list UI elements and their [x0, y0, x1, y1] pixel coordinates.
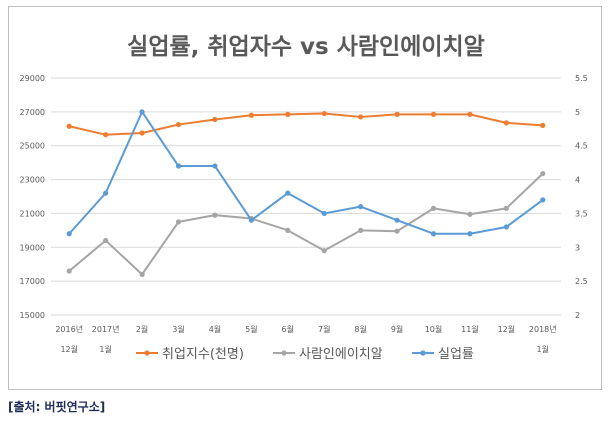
data-point — [503, 205, 509, 211]
data-point — [248, 112, 254, 118]
data-point — [430, 205, 437, 211]
data-point — [540, 171, 546, 177]
x-axis-tick-label: 10월 — [425, 324, 443, 334]
left-axis-tick-label: 15000 — [20, 311, 45, 320]
x-axis-tick-label: 9월 — [391, 324, 403, 334]
data-point — [358, 227, 364, 233]
data-point — [467, 111, 473, 117]
left-axis-tick-label: 21000 — [20, 209, 45, 218]
data-point — [212, 212, 218, 218]
right-axis-tick-label: 4 — [575, 176, 580, 185]
data-point — [358, 204, 364, 210]
data-point — [321, 210, 327, 217]
data-point — [540, 197, 546, 203]
data-point — [467, 231, 473, 237]
left-axis-tick-label: 27000 — [20, 108, 45, 117]
x-axis-tick-label: 2017년 — [92, 324, 120, 334]
left-axis-tick-label: 25000 — [20, 142, 45, 151]
right-axis-tick-label: 4.5 — [575, 142, 588, 151]
right-axis-tick-label: 2.5 — [575, 277, 588, 286]
right-axis-tick-label: 3.5 — [575, 209, 588, 218]
data-point — [394, 111, 400, 117]
data-point — [175, 163, 182, 169]
data-point — [358, 114, 364, 120]
x-axis-tick-label: 5월 — [245, 324, 257, 334]
data-point — [139, 109, 145, 115]
data-point — [285, 111, 291, 117]
x-axis-tick-label: 2018년 — [529, 324, 557, 334]
data-point — [503, 120, 509, 126]
x-axis-tick-label: 4월 — [209, 324, 221, 334]
left-axis-tick-label: 23000 — [20, 176, 45, 185]
x-axis-tick-label: 1월 — [537, 344, 549, 354]
legend-marker — [144, 350, 150, 356]
left-axis-tick-label: 29000 — [20, 74, 45, 83]
data-point — [175, 121, 182, 128]
right-axis-tick-label: 3 — [575, 243, 580, 252]
x-axis-tick-label: 8월 — [354, 324, 366, 334]
data-point — [430, 111, 437, 117]
right-axis-tick-label: 2 — [575, 311, 580, 320]
data-point — [66, 123, 72, 129]
series-line-1 — [68, 112, 543, 136]
data-point — [285, 190, 291, 196]
data-point — [139, 130, 145, 136]
data-point — [66, 231, 72, 237]
legend-label: 취업지수(천명) — [162, 347, 244, 362]
x-axis-tick-label: 12월 — [60, 344, 78, 354]
chart-frame: 실업률, 취업자수 vs 사람인에이치알 15000 17000 19000 21000… — [8, 6, 602, 390]
legend-marker — [281, 350, 287, 356]
legend-marker — [420, 350, 426, 356]
data-point — [321, 110, 327, 117]
legend-label: 사람인에이치알 — [299, 347, 383, 362]
data-point — [503, 224, 509, 230]
line-chart: 실업률, 취업자수 vs 사람인에이치알 15000 17000 19000 21000… — [20, 34, 588, 362]
data-point — [394, 228, 400, 234]
x-axis-tick-label: 12월 — [498, 324, 516, 334]
legend-label: 실업률 — [438, 347, 474, 362]
data-point — [467, 211, 473, 217]
data-point — [212, 163, 218, 169]
data-point — [103, 132, 109, 138]
series-line-3 — [68, 110, 544, 235]
x-axis-tick-label: 2월 — [136, 324, 148, 334]
data-point — [175, 219, 182, 225]
series-line-2 — [68, 172, 544, 276]
data-point — [103, 237, 109, 244]
x-axis-tick-label: 6월 — [282, 324, 294, 334]
data-point — [212, 116, 218, 123]
x-axis-tick-label: 2016년 — [55, 324, 83, 334]
x-axis-tick-label: 3월 — [172, 324, 184, 334]
data-point — [103, 190, 109, 196]
chart-title: 실업률, 취업자수 vs 사람인에이치알 — [127, 34, 485, 60]
data-point — [66, 268, 72, 274]
data-point — [430, 231, 437, 237]
data-point — [321, 248, 327, 254]
data-point — [248, 217, 254, 223]
left-axis-tick-label: 19000 — [20, 243, 45, 252]
data-point — [540, 122, 546, 128]
x-axis-tick-label: 1월 — [99, 344, 111, 354]
right-axis-tick-label: 5 — [575, 108, 580, 117]
data-point — [394, 217, 400, 223]
left-axis-tick-label: 17000 — [20, 277, 45, 286]
source-note: [출처: 버핏연구소] — [8, 400, 106, 414]
right-axis-tick-label: 5.5 — [575, 74, 588, 83]
x-axis-tick-label: 11월 — [461, 324, 479, 334]
x-axis-tick-label: 7월 — [318, 324, 330, 334]
data-point — [285, 227, 291, 233]
data-point — [139, 271, 145, 277]
